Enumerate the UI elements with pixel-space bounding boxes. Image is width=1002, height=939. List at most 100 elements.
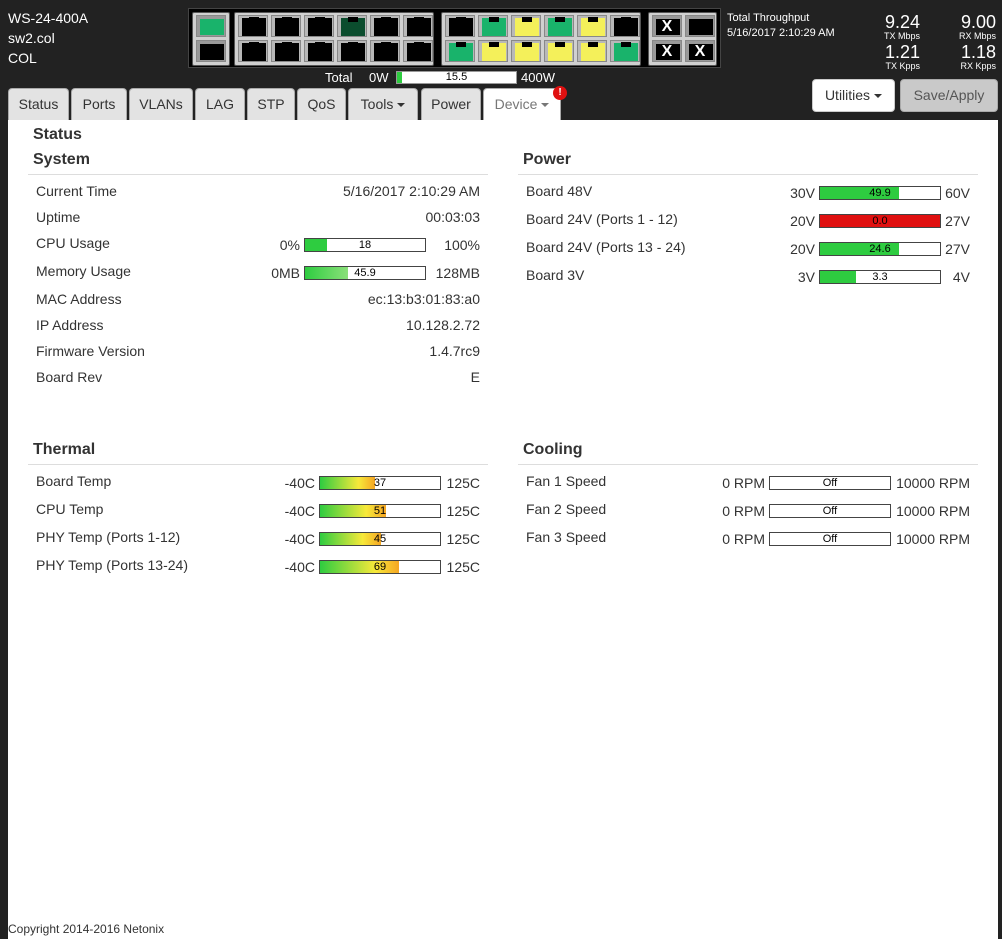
system-row-value: 1.4.7rc9 [429,343,480,359]
power-row: Board 24V (Ports 1 - 12) 20V 0.0 27V [518,207,978,233]
power-row-meter: 24.6 [819,242,941,256]
port-g2-8[interactable] [304,40,334,62]
port-g1-0[interactable] [196,15,226,37]
port-g3-4[interactable] [577,15,607,37]
port-g4-0[interactable]: X [652,15,682,37]
tab-status[interactable]: Status [8,88,69,120]
port-jack-icon [374,42,398,61]
tab-device[interactable]: Device ! [483,86,567,122]
utilities-button[interactable]: Utilities [812,79,895,112]
save-apply-button[interactable]: Save/Apply [900,79,998,112]
power-row-meter-value: 24.6 [869,243,891,255]
port-g3-7[interactable] [478,40,508,62]
thermal-row-min: -40C [284,475,315,491]
system-row-value: E [470,369,480,385]
thermal-row-meter-fill [320,505,386,517]
port-g3-1[interactable] [478,15,508,37]
total-power-bar: 15.5 [396,71,517,84]
thermal-row-min: -40C [284,503,315,519]
total-power-bar-fill [397,72,402,83]
device-location: COL [8,50,37,66]
port-g2-10[interactable] [370,40,400,62]
port-g2-4[interactable] [370,15,400,37]
tab-tools[interactable]: Tools [348,88,418,120]
system-row-value: 00:03:03 [425,209,481,225]
power-section: Power Board 48V 30V 49.9 60V Board 24V (Port… [518,150,978,285]
alert-badge-icon: ! [553,86,567,100]
power-row-label: Board 3V [526,267,585,283]
port-g2-7[interactable] [271,40,301,62]
system-row-label: Firmware Version [36,343,145,359]
port-disabled-icon: X [694,43,706,60]
thermal-row-max: 125C [446,531,480,547]
thermal-row-meter: 69 [319,560,441,574]
cooling-row: Fan 1 Speed 0 RPM Off 10000 RPM [518,469,978,495]
power-row-meter: 3.3 [819,270,941,284]
port-g2-6[interactable] [238,40,268,62]
tab-ports[interactable]: Ports [71,88,127,120]
cooling-row-max: 10000 RPM [896,531,970,547]
cooling-row-meter-value: Off [822,533,838,545]
cooling-row-min: 0 RPM [722,531,765,547]
port-g3-11[interactable] [610,40,640,62]
port-g3-10[interactable] [577,40,607,62]
port-g2-1[interactable] [271,15,301,37]
tab-qos[interactable]: QoS [297,88,346,120]
thermal-row-meter-value: 69 [373,561,387,573]
tab-vlans[interactable]: VLANs [129,88,193,120]
port-g3-6[interactable] [445,40,475,62]
port-g3-3[interactable] [544,15,574,37]
port-g2-9[interactable] [337,40,367,62]
port-g3-0[interactable] [445,15,475,37]
rx-kpps-value: 1.18 [960,42,996,62]
system-row-meter: 18 [304,238,426,252]
port-g2-3[interactable] [337,15,367,37]
status-panel: Status System Current Time 5/16/2017 2:10… [8,120,998,939]
port-g3-2[interactable] [511,15,541,37]
system-title: System [28,150,488,175]
port-g1-1[interactable] [196,40,226,62]
cooling-row-meter: Off [769,532,891,546]
power-row-min: 20V [790,213,815,229]
port-g4-3[interactable]: X [685,40,715,62]
save-apply-button-label: Save/Apply [913,87,985,103]
tab-stp[interactable]: STP [247,88,295,120]
cooling-row: Fan 2 Speed 0 RPM Off 10000 RPM [518,497,978,523]
port-g4-1[interactable] [685,15,715,37]
system-row-label: Uptime [36,209,81,225]
port-g3-8[interactable] [511,40,541,62]
power-row-label: Board 24V (Ports 13 - 24) [526,239,686,255]
port-g4-2[interactable]: X [652,40,682,62]
port-g2-5[interactable] [403,15,433,37]
port-jack-icon [449,17,473,36]
rx-kpps-label: RX Kpps [960,61,996,71]
tx-mbps-stat: 9.24 TX Mbps [870,13,920,41]
tab-lag[interactable]: LAG [195,88,245,120]
port-group-sfp-left [192,12,230,66]
power-row-meter-fill [820,215,940,227]
system-row-label: Memory Usage [36,263,131,279]
system-row: Uptime 00:03:03 [28,205,488,231]
port-jack-icon [548,42,572,61]
port-g2-0[interactable] [238,15,268,37]
system-row: Current Time 5/16/2017 2:10:29 AM [28,179,488,205]
port-g2-2[interactable] [304,15,334,37]
tab-power[interactable]: Power [421,88,481,120]
cooling-row-max: 10000 RPM [896,503,970,519]
page-title: Status [33,126,82,143]
port-jack-icon [515,17,539,36]
thermal-row: Board Temp -40C 37 125C [28,469,488,495]
system-row: IP Address 10.128.2.72 [28,313,488,339]
tab-qos-label: QoS [307,96,336,112]
system-row-min: 0MB [271,265,300,281]
power-row-max: 60V [945,185,970,201]
cooling-row-label: Fan 3 Speed [526,529,607,545]
port-jack-icon [449,42,473,61]
port-g3-9[interactable] [544,40,574,62]
cooling-row-min: 0 RPM [722,475,765,491]
port-g3-5[interactable] [610,15,640,37]
port-jack-icon [407,42,431,61]
port-g2-11[interactable] [403,40,433,62]
